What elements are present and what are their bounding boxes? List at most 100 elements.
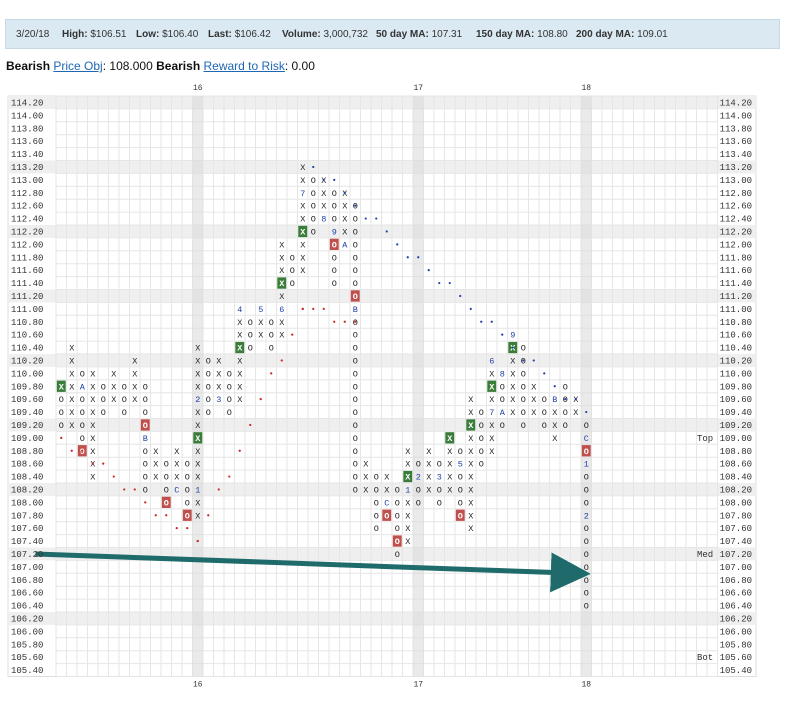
- o-box: O: [332, 215, 337, 225]
- x-box: X: [342, 202, 347, 212]
- x-box: X: [195, 473, 200, 483]
- month-box-label: O: [353, 292, 358, 302]
- x-box: X: [300, 253, 305, 263]
- o-box: O: [227, 408, 232, 418]
- resistance-trend-dot: [375, 217, 378, 220]
- y-tick-left: 110.60: [11, 331, 43, 341]
- x-box: X: [237, 356, 242, 366]
- x-box: X: [174, 473, 179, 483]
- month-box: [403, 470, 413, 483]
- x-box: X: [69, 395, 74, 405]
- o-box: O: [374, 524, 379, 534]
- y-tick-left: 109.20: [11, 421, 43, 431]
- o-box: O: [416, 485, 421, 495]
- x-box: X: [195, 421, 200, 431]
- o-box: O: [458, 498, 463, 508]
- o-box: O: [80, 408, 85, 418]
- o-box: O: [500, 421, 505, 431]
- reward-to-risk-link[interactable]: Reward to Risk: [203, 59, 285, 73]
- x-box: X: [153, 447, 158, 457]
- ma50-quote: 50 day MA: 107.31: [376, 29, 463, 40]
- y-tick-left: 106.40: [11, 602, 43, 612]
- x-box: X: [195, 447, 200, 457]
- quote-summary-bar: 3/20/18 High: $106.51 Low: $106.40 Last:…: [5, 19, 780, 49]
- high-quote: High: $106.51: [62, 29, 127, 40]
- year-label-top: 17: [413, 84, 423, 93]
- range-label: Top: [697, 434, 713, 444]
- last-quote: Last: $106.42: [208, 29, 271, 40]
- x-box: X: [468, 524, 473, 534]
- resistance-trend-dot: [574, 398, 577, 401]
- month-box-label: O: [584, 447, 589, 457]
- o-box: O: [122, 395, 127, 405]
- o-box: O: [458, 447, 463, 457]
- y-tick-left: 107.20: [11, 550, 43, 560]
- month-box-label: O: [458, 511, 463, 521]
- o-box: O: [353, 266, 358, 276]
- y-tick-right: 110.20: [720, 356, 752, 366]
- o-box: O: [59, 421, 64, 431]
- y-tick-right: 107.20: [720, 550, 752, 560]
- y-tick-left: 113.00: [11, 176, 43, 186]
- x-box: X: [195, 369, 200, 379]
- y-tick-right: 106.60: [720, 589, 752, 599]
- y-tick-left: 112.60: [11, 202, 43, 212]
- y-tick-left: 110.20: [11, 356, 43, 366]
- reward-to-risk-value: : 0.00: [284, 59, 315, 73]
- o-box: O: [227, 382, 232, 392]
- month-marker: 8: [321, 215, 326, 225]
- o-box: O: [185, 473, 190, 483]
- y-tick-right: 114.20: [720, 98, 752, 108]
- x-box: X: [153, 473, 158, 483]
- x-box: X: [510, 408, 515, 418]
- month-marker: C: [384, 498, 389, 508]
- o-box: O: [332, 253, 337, 263]
- y-tick-right: 110.80: [720, 318, 752, 328]
- o-box: O: [59, 408, 64, 418]
- o-box: O: [353, 240, 358, 250]
- o-box: O: [290, 266, 295, 276]
- o-box: O: [584, 602, 589, 612]
- month-marker: 3: [437, 473, 442, 483]
- resistance-trend-dot: [553, 385, 556, 388]
- y-tick-left: 107.60: [11, 524, 43, 534]
- month-marker: 7: [489, 408, 494, 418]
- x-box: X: [363, 460, 368, 470]
- month-box-label: X: [279, 279, 285, 289]
- y-tick-left: 112.40: [11, 215, 43, 225]
- support-trend-dot: [70, 449, 73, 452]
- resistance-trend-dot: [543, 372, 546, 375]
- annotation-arrow: [35, 551, 591, 593]
- month-box: [581, 445, 591, 457]
- x-box: X: [132, 395, 137, 405]
- o-box: O: [332, 279, 337, 289]
- y-tick-right: 112.80: [720, 189, 752, 199]
- y-tick-left: 106.60: [11, 589, 43, 599]
- o-box: O: [479, 421, 484, 431]
- x-box: X: [468, 511, 473, 521]
- month-marker: B: [552, 395, 557, 405]
- x-box: X: [531, 408, 536, 418]
- y-tick-right: 111.60: [720, 266, 752, 276]
- month-box: [161, 496, 171, 508]
- month-box-label: X: [447, 434, 453, 444]
- y-tick-left: 111.80: [11, 253, 43, 263]
- x-box: X: [300, 240, 305, 250]
- x-box: X: [132, 356, 137, 366]
- o-box: O: [521, 408, 526, 418]
- x-box: X: [405, 447, 410, 457]
- o-box: O: [353, 369, 358, 379]
- o-box: O: [584, 550, 589, 560]
- x-box: X: [195, 344, 200, 354]
- o-box: O: [353, 434, 358, 444]
- o-box: O: [395, 498, 400, 508]
- o-box: O: [290, 279, 295, 289]
- resistance-trend-dot: [312, 165, 315, 169]
- x-box: X: [237, 369, 242, 379]
- support-trend-dot: [133, 488, 136, 491]
- price-objective-link[interactable]: Price Obj: [53, 59, 103, 73]
- o-box: O: [500, 382, 505, 392]
- o-box: O: [143, 408, 148, 418]
- x-box: X: [342, 227, 347, 237]
- o-box: O: [80, 369, 85, 379]
